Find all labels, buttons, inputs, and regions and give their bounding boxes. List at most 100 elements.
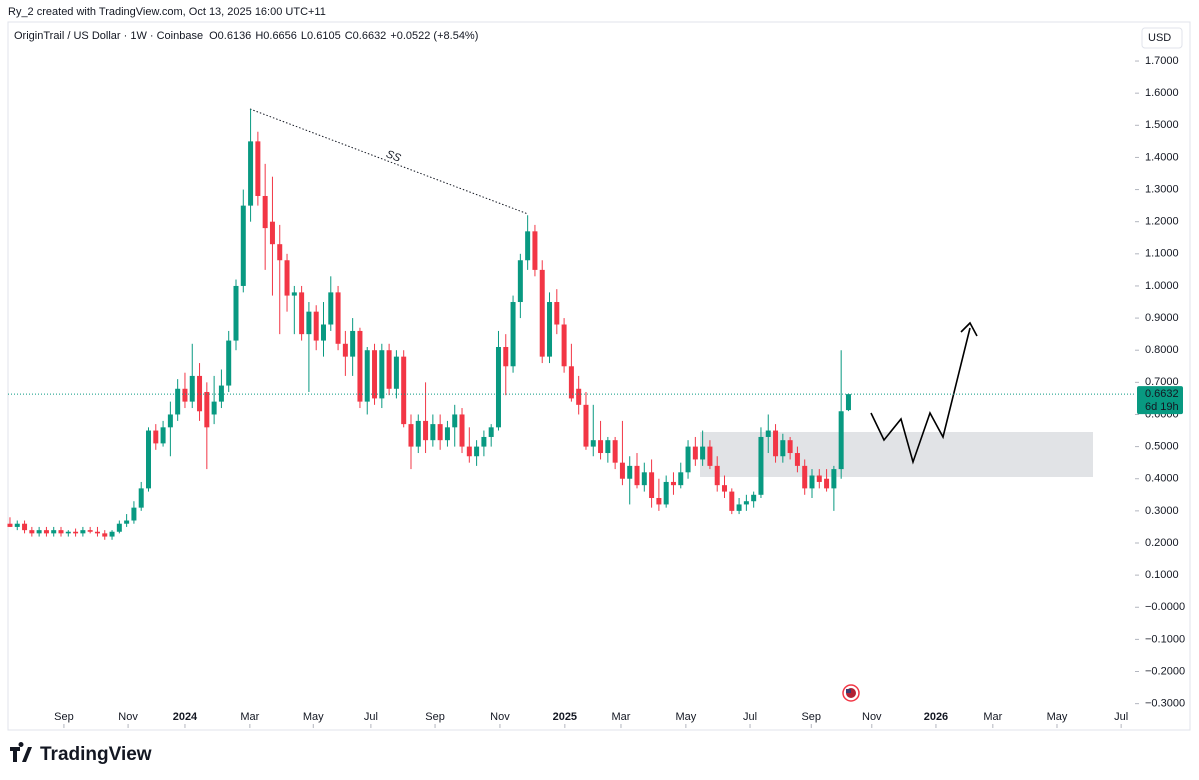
candle-body [255,141,261,196]
candle-body [802,465,808,489]
y-tick-label: 0.5000 [1145,441,1179,453]
candle-body [743,501,749,505]
x-tick-label: 2025 [553,711,577,723]
candle-body [532,231,538,270]
y-tick-label: −0.0000 [1145,601,1185,613]
y-tick-label: 1.3000 [1145,183,1179,195]
candle-body [233,285,239,341]
candle-body [474,446,480,457]
candle-body [94,531,100,534]
x-tick-label: Nov [862,711,882,723]
candle-body [43,530,49,534]
y-tick-label: 0.3000 [1145,505,1179,517]
candle-body [167,414,173,428]
candle-body [335,292,341,344]
candle-body [204,391,210,428]
y-tick-label: 0.4000 [1145,473,1179,485]
candle-body [182,388,188,402]
candle-body [320,324,326,341]
candle-body [350,330,356,357]
candle-body [656,498,662,505]
candle-body [393,356,399,389]
candle-body [663,481,669,505]
candle-body [379,350,385,399]
candle-body [495,346,501,428]
currency-box[interactable] [1141,27,1183,49]
candle-body [277,244,283,261]
candle-body [481,436,487,447]
candle-body [408,424,414,447]
candle-body [102,533,108,537]
x-tick-label: Nov [118,711,138,723]
candle-body [269,221,275,245]
candle-body [357,330,363,402]
y-tick-label: −0.2000 [1145,665,1185,677]
candle-body [423,420,429,441]
candle-body [262,195,268,229]
candle-body [598,440,604,454]
candle-body [299,292,305,335]
candle-body [539,269,545,357]
x-tick-label: 2024 [173,711,198,723]
legend-text: L [301,30,307,42]
candle-body [729,491,735,511]
candle-body [430,424,436,441]
candle-body [758,436,764,495]
candle-body [649,472,655,499]
candle-body [364,350,370,402]
candle-body [218,385,224,402]
candle-body [36,530,42,534]
y-tick-label: −0.3000 [1145,698,1185,710]
candle-body [87,530,93,532]
candle-body [678,472,684,486]
candle-body [466,446,472,457]
y-tick-label: −0.1000 [1145,633,1185,645]
candle-body [641,472,647,486]
candle-body [116,523,122,532]
candle-body [576,388,582,405]
candle-body [51,530,57,534]
candle-body [153,430,159,444]
x-tick-label: Jul [364,711,378,723]
candle-body [517,260,523,303]
zone [700,432,1093,477]
trend-line [249,108,529,215]
y-tick-label: 1.0000 [1145,280,1179,292]
x-tick-label: May [303,711,324,723]
candle-body [707,446,713,466]
event-flag[interactable] [842,684,860,702]
symbol: OriginTrail / US Dollar · 1W · Coinbase [14,30,203,42]
countdown: 6d 19h [1145,401,1179,413]
candle-body [685,446,691,473]
y-tick-label: 0.1000 [1145,569,1179,581]
candle-body [372,350,378,399]
candle-body [787,440,793,454]
candle-body [525,231,531,261]
y-tick-label: 1.6000 [1145,87,1179,99]
candle-body [415,420,421,447]
x-tick-label: Sep [425,711,445,723]
candle-body [547,302,553,357]
candle-body [700,446,706,460]
candle-body [306,311,312,335]
candle-body [386,350,392,389]
candle-body [714,465,720,486]
candle-body [452,414,458,428]
candle-body [605,440,611,454]
candle-body [291,292,297,296]
logo [10,741,32,762]
candle-body [248,141,254,206]
y-tick-label: 0.2000 [1145,537,1179,549]
x-tick-label: 2026 [924,711,948,723]
candle-body [7,523,13,527]
candle-body [197,375,203,412]
x-tick-label: Jul [1114,711,1128,723]
candle-body [444,427,450,441]
x-tick-label: Jul [743,711,757,723]
currency: USD [1148,32,1171,44]
brand: TradingView [40,744,152,765]
legend-text: O [209,30,218,42]
candle-body [73,531,79,534]
candle-body [751,494,757,502]
